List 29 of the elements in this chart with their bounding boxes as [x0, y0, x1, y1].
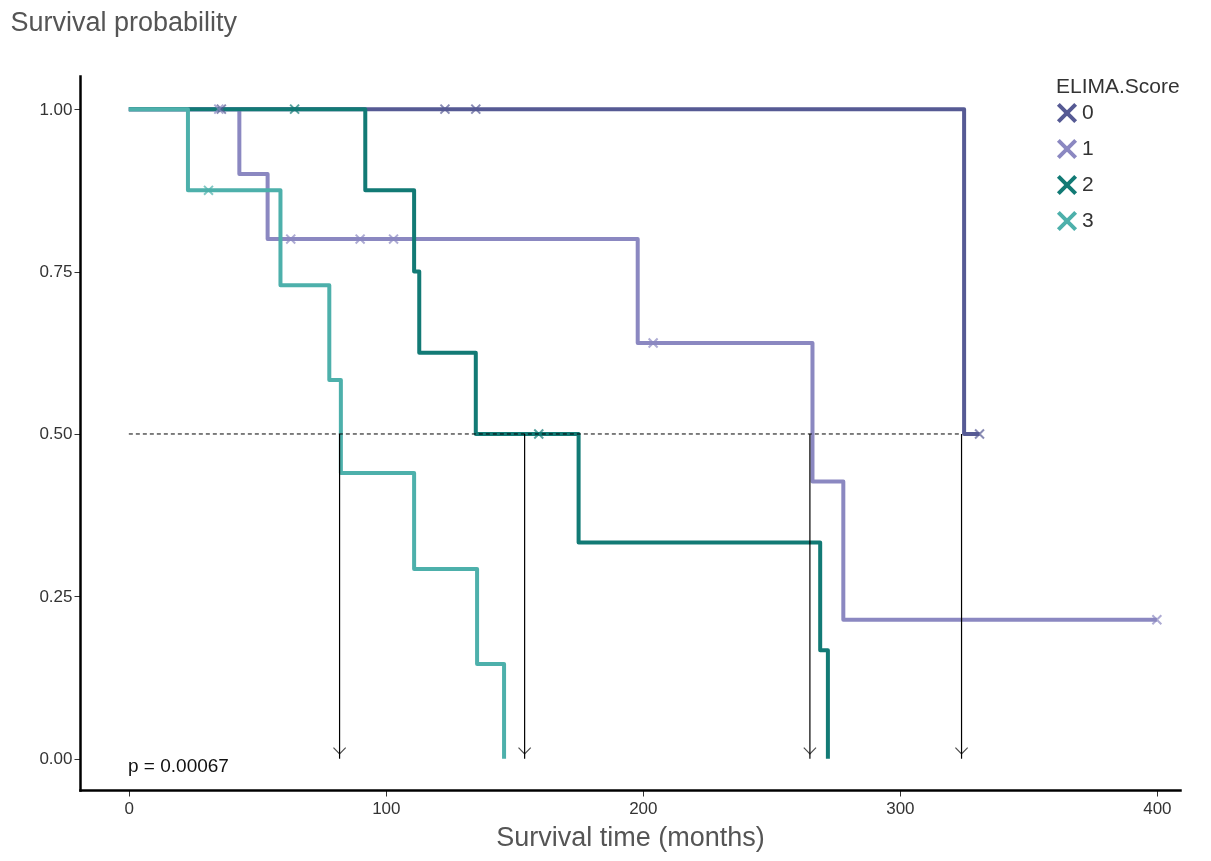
legend-label: 0	[1082, 100, 1094, 123]
x-tick-label: 200	[629, 798, 658, 818]
legend-title: ELIMA.Score	[1056, 74, 1180, 97]
y-tick-label: 0.75	[39, 262, 73, 282]
x-axis-title: Survival time (months)	[496, 821, 765, 852]
x-tick-label: 0	[124, 798, 135, 818]
point	[439, 103, 451, 115]
point	[388, 233, 400, 245]
point	[1151, 614, 1163, 626]
y-tick-label: 1.00	[39, 99, 73, 119]
x-tick-label: 300	[886, 798, 915, 818]
annotation: p = 0.00067	[128, 755, 229, 776]
point	[647, 337, 659, 349]
point	[470, 103, 482, 115]
y-axis-title: Survival probability	[10, 6, 238, 37]
legend-label: 2	[1082, 172, 1094, 195]
point	[974, 428, 985, 440]
legend-label: 1	[1082, 136, 1094, 159]
point	[285, 233, 297, 245]
y-tick-label: 0.00	[39, 749, 73, 769]
x-tick-label: 100	[372, 798, 401, 818]
y-tick-label: 0.50	[39, 424, 73, 444]
legend-label: 3	[1082, 208, 1094, 231]
x-tick-label: 400	[1143, 798, 1172, 818]
y-tick-label: 0.25	[39, 586, 73, 606]
point	[203, 184, 214, 196]
point	[289, 103, 301, 115]
point	[533, 428, 545, 440]
point	[354, 233, 366, 245]
